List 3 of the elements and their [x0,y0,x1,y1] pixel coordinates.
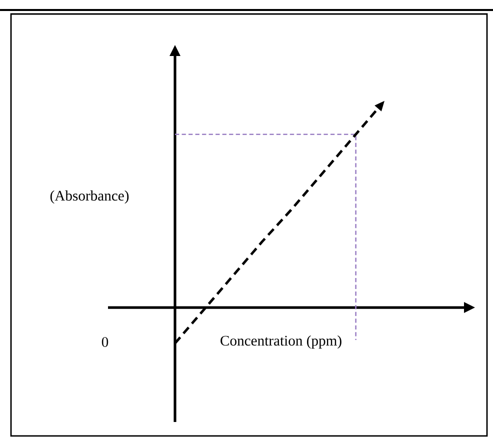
y-axis-title: (Absorbance) [50,190,129,204]
x-axis-title: Concentration (ppm) [220,335,342,349]
text: 0 [102,337,108,347]
